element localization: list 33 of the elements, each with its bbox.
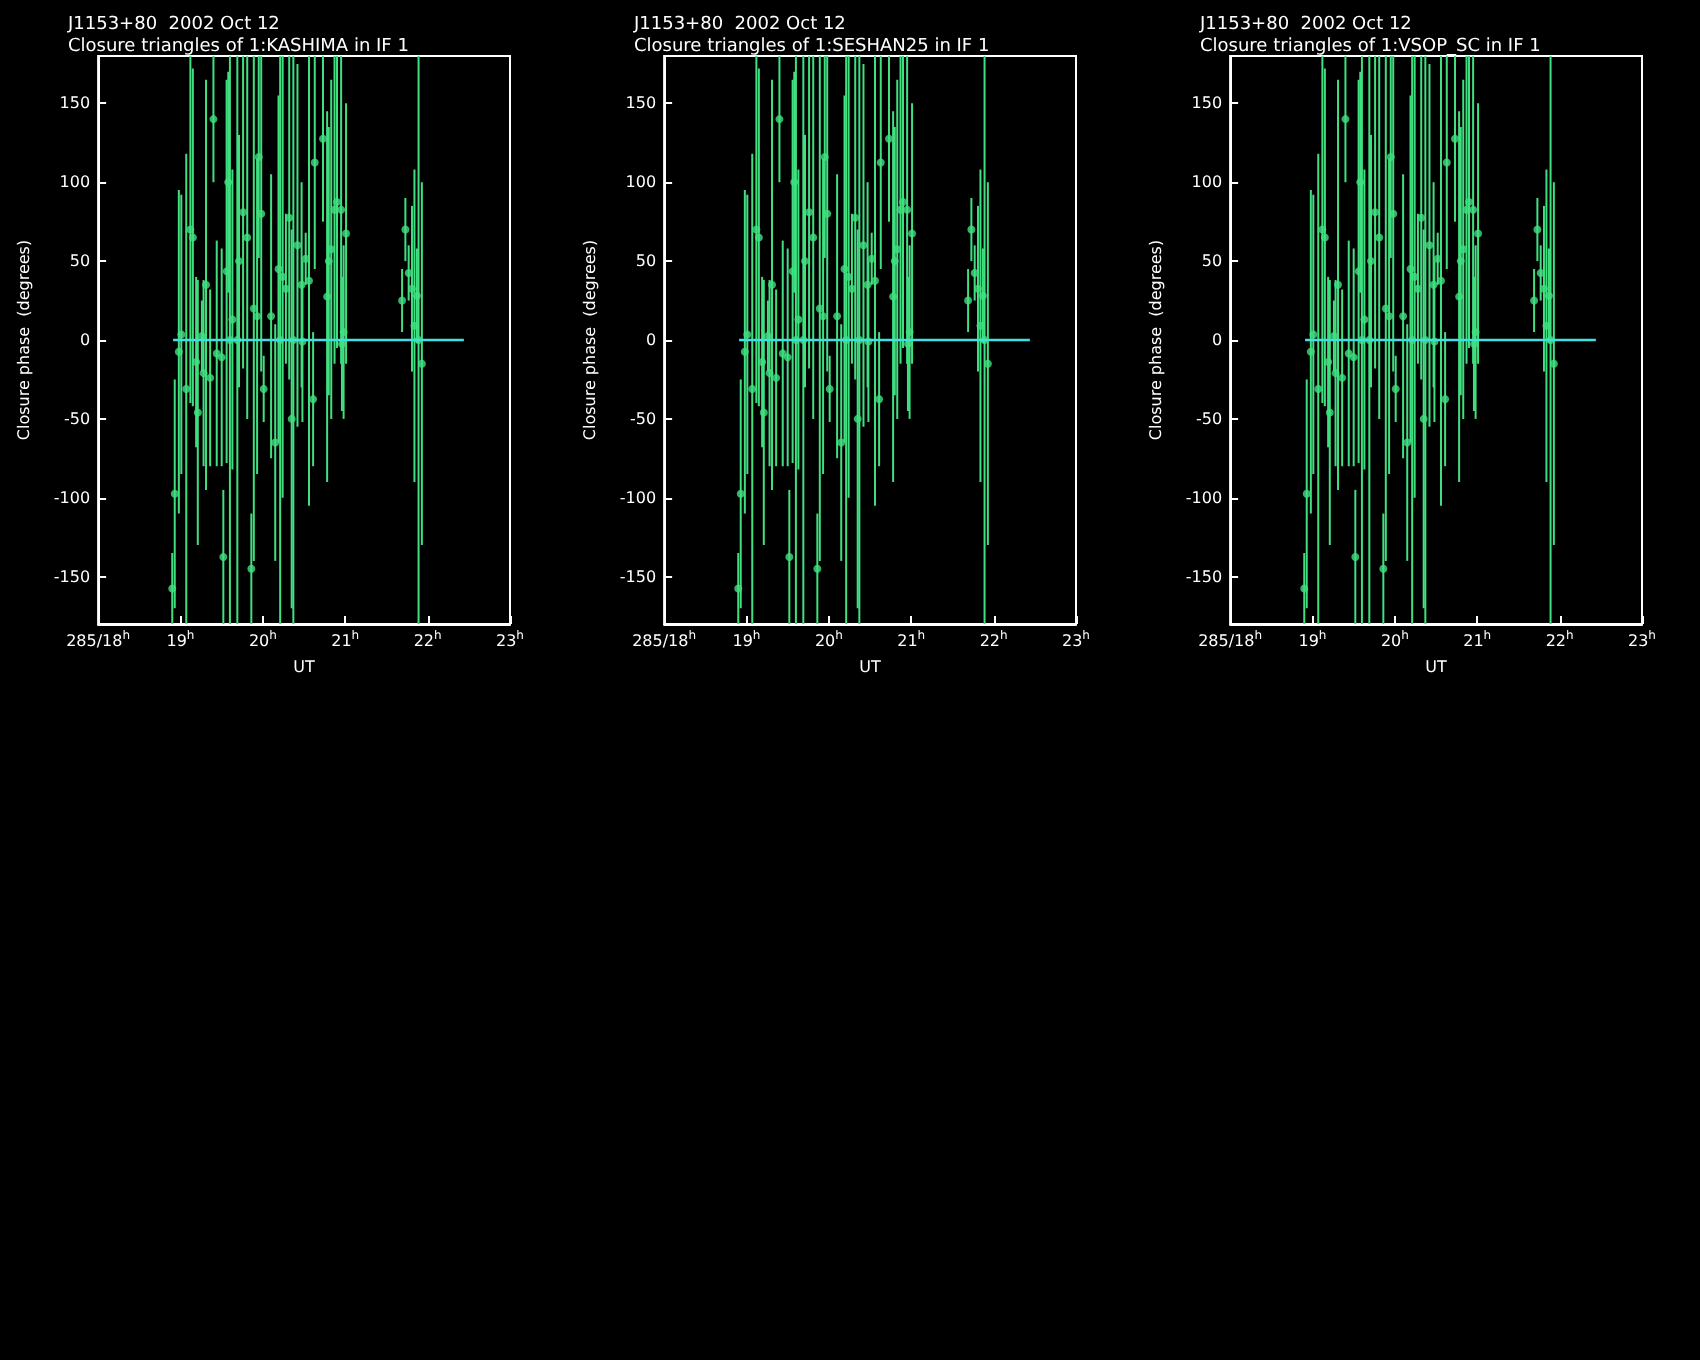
y-tick-label: 0 — [1211, 331, 1223, 349]
chart-subtitle: Closure triangles of 1:SESHAN25 in IF 1 — [634, 37, 990, 57]
y-tick-label: 100 — [59, 173, 91, 192]
y-tick-label: -100 — [53, 488, 91, 507]
y-axis-title: Closure phase (degrees) — [15, 239, 33, 441]
chart-title: J1153+80 2002 Oct 12 — [632, 15, 846, 35]
chart-title: J1153+80 2002 Oct 12 — [66, 15, 280, 35]
chart-subtitle: Closure triangles of 1:VSOP_SC in IF 1 — [1200, 37, 1541, 57]
y-tick-label: -50 — [63, 409, 91, 428]
y-axis-title: Closure phase (degrees) — [1147, 239, 1165, 441]
y-tick-label: -50 — [1195, 409, 1223, 428]
y-tick-label: 100 — [1191, 173, 1223, 192]
y-tick-label: 150 — [625, 94, 657, 113]
chart-title: J1153+80 2002 Oct 12 — [1198, 15, 1412, 35]
y-tick-label: 150 — [1191, 94, 1223, 113]
y-tick-label: -100 — [1185, 488, 1223, 507]
y-tick-label: 150 — [59, 94, 91, 113]
y-tick-label: -150 — [619, 567, 657, 586]
x-axis-title: UT — [859, 657, 882, 676]
x-axis-title: UT — [293, 657, 316, 676]
y-tick-label: 0 — [79, 331, 91, 349]
y-tick-label: 50 — [69, 252, 91, 271]
y-tick-label: 50 — [635, 252, 657, 271]
y-tick-label: -150 — [53, 567, 91, 586]
y-tick-label: -150 — [1185, 567, 1223, 586]
chart-subtitle: Closure triangles of 1:KASHIMA in IF 1 — [68, 37, 409, 57]
y-tick-label: -50 — [629, 409, 657, 428]
y-tick-label: 50 — [1201, 252, 1223, 271]
y-tick-label: 0 — [645, 331, 657, 349]
y-tick-label: -100 — [619, 488, 657, 507]
x-axis-title: UT — [1425, 657, 1448, 676]
y-tick-label: 100 — [625, 173, 657, 192]
y-axis-title: Closure phase (degrees) — [581, 239, 599, 441]
